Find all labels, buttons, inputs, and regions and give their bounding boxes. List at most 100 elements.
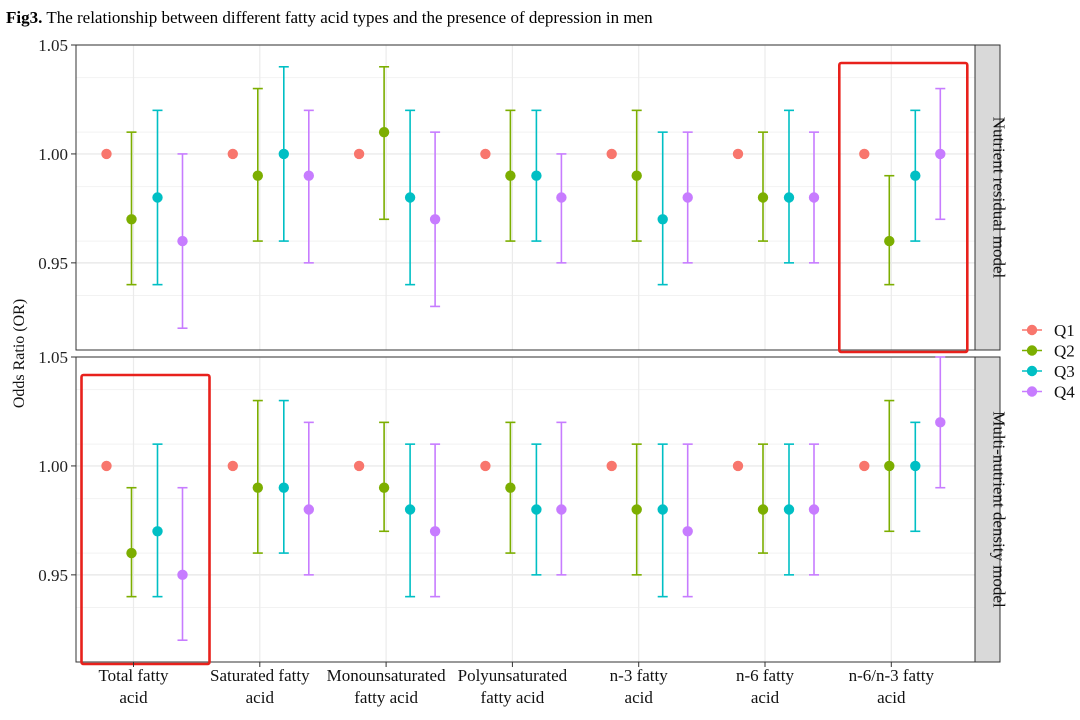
point-q1 <box>732 460 744 472</box>
legend-label-q3: Q3 <box>1054 362 1075 381</box>
facet-panel-1: 0.95 1.00 1.05 Nutrient residual model <box>38 36 1009 354</box>
x-category-label: fatty acid <box>481 688 545 707</box>
x-category-label: fatty acid <box>354 688 418 707</box>
y-tick-label: 1.00 <box>38 457 68 476</box>
point-q4 <box>808 192 820 203</box>
point-q2 <box>884 235 895 247</box>
point-q3 <box>278 148 289 160</box>
x-category-label: acid <box>625 688 654 707</box>
point-q4 <box>935 417 946 428</box>
x-category-label: acid <box>119 688 148 707</box>
point-q2 <box>126 547 137 559</box>
y-tick-label: 0.95 <box>38 254 68 273</box>
point-q1 <box>859 460 870 472</box>
x-category-label: Total fatty <box>98 666 169 685</box>
point-q1 <box>480 148 491 160</box>
point-q3 <box>152 526 163 537</box>
point-q1 <box>732 148 744 160</box>
x-category-label: n-6 fatty <box>736 666 795 685</box>
point-q3 <box>910 170 921 181</box>
point-q1 <box>227 148 238 160</box>
y-tick-label: 1.05 <box>38 348 68 367</box>
point-q3 <box>152 192 163 203</box>
point-q4 <box>556 192 567 203</box>
point-q3 <box>531 170 542 181</box>
point-q2 <box>757 192 769 203</box>
point-q1 <box>353 148 365 160</box>
point-q3 <box>404 192 416 203</box>
point-q1 <box>101 148 112 160</box>
legend-key-point <box>1026 386 1038 397</box>
point-q1 <box>606 148 617 160</box>
panel-background <box>76 45 975 350</box>
point-q3 <box>278 482 289 493</box>
point-q3 <box>783 504 795 515</box>
y-tick-label: 0.95 <box>38 566 68 585</box>
facet-strip <box>974 44 1001 351</box>
x-category-label: acid <box>751 688 780 707</box>
point-q2 <box>378 126 390 138</box>
point-q2 <box>631 504 642 515</box>
figure-number: Fig3. <box>6 8 43 27</box>
x-category-label: Saturated fatty <box>210 666 310 685</box>
legend-key-point <box>1026 324 1038 336</box>
x-category-label: acid <box>246 688 275 707</box>
figure-title: Fig3. The relationship between different… <box>6 8 653 28</box>
point-q3 <box>657 214 668 225</box>
point-q3 <box>783 192 795 203</box>
legend-label-q4: Q4 <box>1054 383 1075 402</box>
point-q2 <box>378 482 390 493</box>
point-q4 <box>177 569 188 581</box>
point-q2 <box>631 170 642 181</box>
point-q4 <box>429 214 441 225</box>
point-q1 <box>480 460 491 472</box>
point-q4 <box>808 504 820 515</box>
point-q2 <box>252 482 263 493</box>
point-q4 <box>556 504 567 515</box>
x-category-label: n-6/n-3 fatty <box>849 666 935 685</box>
facet-panel-2: 0.95 1.00 1.05 Multi-nutrient density model <box>38 348 1009 666</box>
legend-key-point <box>1026 345 1038 356</box>
point-q4 <box>177 235 188 247</box>
point-q1 <box>859 148 870 160</box>
point-q2 <box>757 504 769 515</box>
legend-label-q1: Q1 <box>1054 321 1075 340</box>
point-q1 <box>353 460 365 472</box>
point-q3 <box>531 504 542 515</box>
point-q4 <box>935 148 946 160</box>
highlight-box <box>80 373 211 666</box>
facet-strip <box>974 356 1001 663</box>
point-q2 <box>252 170 263 181</box>
y-tick-label: 1.05 <box>38 36 68 55</box>
y-tick-label: 1.00 <box>38 145 68 164</box>
point-q1 <box>101 460 112 472</box>
facet-strip-label: Nutrient residual model <box>990 117 1009 279</box>
point-q2 <box>505 170 516 181</box>
point-q2 <box>126 214 137 225</box>
x-category-label: acid <box>877 688 906 707</box>
point-q4 <box>303 504 314 515</box>
x-category-label: Monounsaturated <box>327 666 446 685</box>
point-q4 <box>429 526 441 537</box>
figure-caption: The relationship between different fatty… <box>46 8 653 27</box>
point-q3 <box>910 460 921 472</box>
point-q2 <box>884 460 895 472</box>
x-category-label: n-3 fatty <box>610 666 669 685</box>
highlight-box <box>837 61 969 354</box>
facet-strip-label: Multi-nutrient density model <box>990 411 1009 608</box>
point-q3 <box>657 504 668 515</box>
x-category-label: Polyunsaturated <box>458 666 568 685</box>
point-q1 <box>227 460 238 472</box>
point-q2 <box>505 482 516 493</box>
point-q3 <box>404 504 416 515</box>
y-axis-title: Odds Ratio (OR) <box>11 299 28 408</box>
legend-key-point <box>1026 365 1038 377</box>
point-q4 <box>682 526 693 537</box>
point-q4 <box>682 192 693 203</box>
point-q1 <box>606 460 617 472</box>
panel-background <box>76 357 975 662</box>
legend-label-q2: Q2 <box>1054 342 1075 361</box>
point-q4 <box>303 170 314 181</box>
